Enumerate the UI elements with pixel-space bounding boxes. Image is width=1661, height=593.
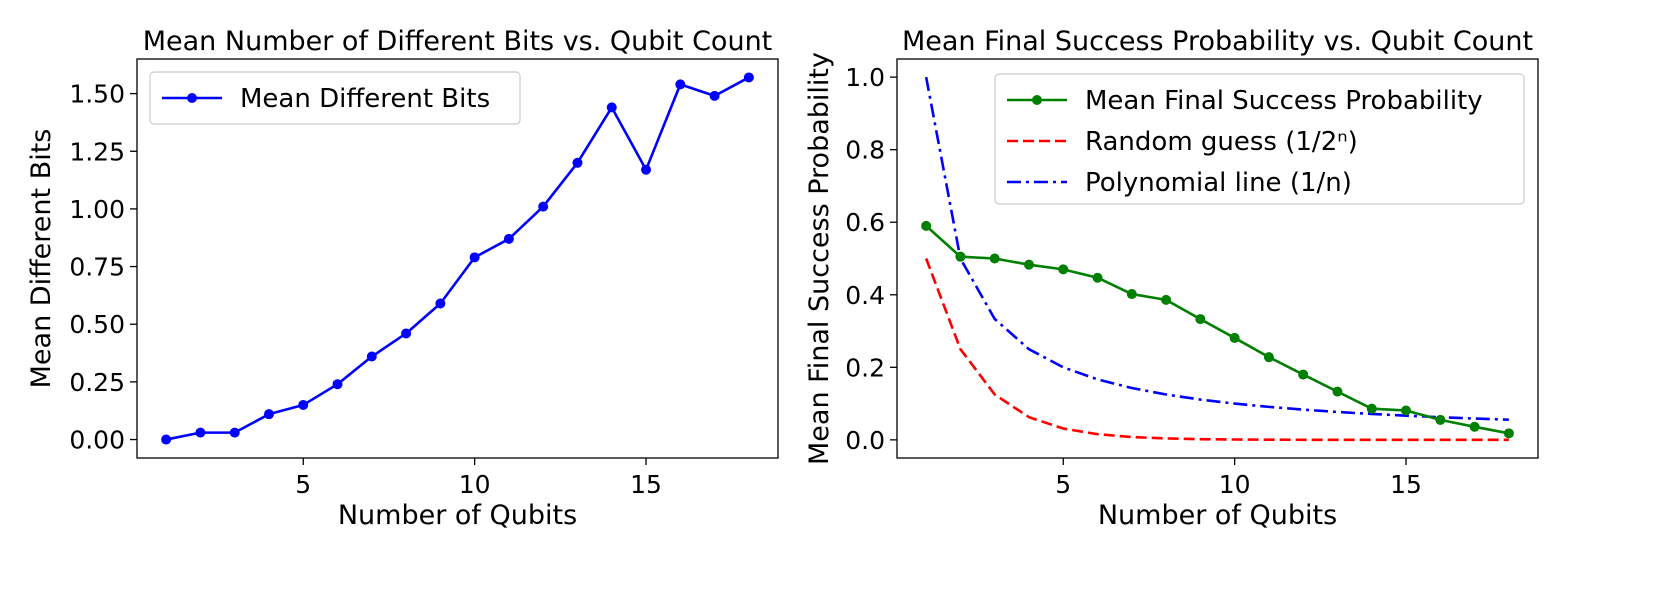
- x-tick-label: 5: [295, 470, 311, 499]
- data-point: [1229, 332, 1240, 343]
- y-tick-label: 0.50: [69, 310, 125, 339]
- data-point: [1195, 314, 1206, 325]
- y-axis-label: Mean Final Success Probability: [804, 52, 835, 465]
- series-line: [924, 258, 1509, 442]
- plot-frame: [896, 58, 1539, 459]
- data-point: [1126, 289, 1137, 300]
- data-point: [1332, 386, 1343, 397]
- data-point: [366, 351, 377, 362]
- data-point: [1092, 272, 1103, 283]
- data-point: [195, 427, 206, 438]
- chart-panel-1: Mean Number of Different Bits vs. Qubit …: [26, 26, 779, 531]
- y-tick-label: 0.25: [69, 368, 125, 397]
- x-tick-label: 10: [459, 470, 491, 499]
- y-tick-label: 0.8: [845, 136, 885, 165]
- legend: Mean Different Bits: [149, 71, 521, 125]
- y-tick-label: 0.2: [845, 353, 885, 382]
- chart-panel-2: Mean Final Success Probability vs. Qubit…: [804, 26, 1539, 531]
- y-tick-label: 0.4: [845, 281, 885, 310]
- data-point: [538, 201, 549, 212]
- y-tick-label: 1.50: [69, 80, 125, 109]
- legend: Mean Final Success Probability Random gue…: [994, 73, 1525, 205]
- y-tick-label: 0.0: [845, 426, 885, 455]
- data-point: [1401, 405, 1412, 416]
- data-point: [161, 434, 172, 445]
- data-point: [921, 220, 932, 231]
- legend-marker: [187, 93, 197, 103]
- x-axis-label: Number of Qubits: [1098, 500, 1337, 531]
- data-point: [1298, 369, 1309, 380]
- chart-title: Mean Final Success Probability vs. Qubit…: [902, 26, 1533, 57]
- legend-box: [149, 71, 521, 125]
- data-point: [401, 328, 412, 339]
- x-tick-label: 15: [630, 470, 662, 499]
- data-point: [1469, 421, 1480, 432]
- y-tick-label: 0.6: [845, 208, 885, 237]
- data-point: [435, 298, 446, 309]
- legend-box: [994, 73, 1525, 205]
- y-tick-label: 1.25: [69, 137, 125, 166]
- data-point: [989, 253, 1000, 264]
- chart-title: Mean Number of Different Bits vs. Qubit …: [143, 26, 773, 57]
- data-point: [298, 399, 309, 410]
- data-point: [503, 233, 514, 244]
- y-tick-label: 1.0: [845, 63, 885, 92]
- legend-label: Random guess (1/2ⁿ): [1085, 127, 1358, 157]
- data-point: [332, 379, 343, 390]
- data-point: [1263, 352, 1274, 363]
- series-line: [165, 76, 750, 441]
- y-tick-label: 0.75: [69, 253, 125, 282]
- data-point: [641, 164, 652, 175]
- data-point: [1023, 259, 1034, 270]
- legend-label: Polynomial line (1/n): [1085, 168, 1352, 198]
- y-tick-label: 0.00: [69, 426, 125, 455]
- x-tick-label: 15: [1390, 470, 1422, 499]
- data-point: [675, 79, 686, 90]
- legend-label: Mean Final Success Probability: [1085, 86, 1483, 116]
- data-point: [709, 90, 720, 101]
- data-point: [1435, 414, 1446, 425]
- data-point: [1161, 294, 1172, 305]
- legend-marker: [1032, 95, 1042, 105]
- legend-label: Mean Different Bits: [240, 84, 490, 114]
- plot-frame: [136, 58, 779, 459]
- x-tick-label: 5: [1055, 470, 1071, 499]
- data-point: [1058, 264, 1069, 275]
- series-line: [924, 76, 1509, 421]
- data-point: [572, 157, 583, 168]
- x-tick-label: 10: [1219, 470, 1251, 499]
- x-axis-label: Number of Qubits: [338, 500, 577, 531]
- data-point: [1503, 428, 1514, 439]
- data-point: [1366, 403, 1377, 414]
- series-line: [925, 224, 1510, 435]
- data-point: [469, 252, 480, 263]
- data-point: [955, 251, 966, 262]
- data-point: [743, 72, 754, 83]
- data-point: [606, 102, 617, 113]
- y-axis-label: Mean Different Bits: [26, 129, 57, 389]
- data-point: [229, 427, 240, 438]
- y-tick-label: 1.00: [69, 195, 125, 224]
- data-point: [263, 409, 274, 420]
